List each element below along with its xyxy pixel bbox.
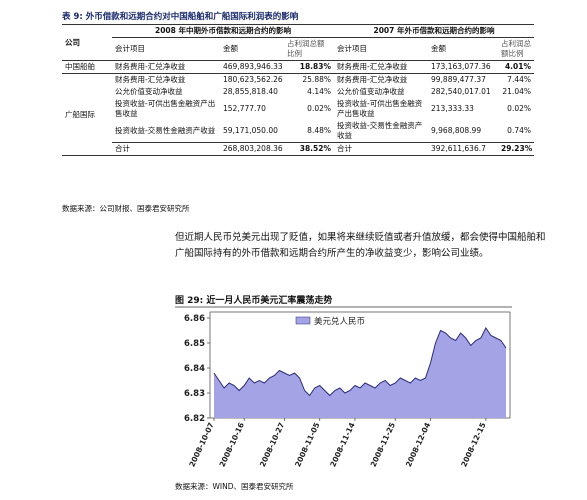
x-tick-label: 2008-10-16 [218,421,246,468]
table-cell: 268,803,208.36 [220,142,284,156]
table-cell: 0.02% [307,104,331,113]
table-cell: 469,893,946.33 [220,60,284,74]
legend-label: 美元兑人民币 [314,316,365,327]
y-tick-label: 6.86 [184,314,205,324]
table-cell: 合计 [112,142,220,156]
table-cell: 4.14% [307,87,331,96]
table-cell: 0.02% [507,104,531,113]
table-cell: 公允价值变动净收益 [337,87,405,96]
group-header: 2007 年外币借款和远期合约的影响 [334,24,534,38]
table-row: 公允价值变动净收益 28,855,818.40 4.14% 公允价值变动净收益 282,… [62,86,534,98]
table-title: 表 9: 外币借款和远期合约对中国船舶和广船国际利润表的影响 [62,12,299,22]
company-cell: 广船国际 [62,73,112,156]
table-cell: 投资收益-可供出售金融资产出售收益 [337,99,423,118]
table-cell: 392,611,636.7 [428,142,498,156]
table-row: 投资收益-可供出售金融资产出售收益 152,777.70 0.02% 投资收益-可供出… [62,98,534,120]
table-cell: 公允价值变动净收益 [115,87,183,96]
header-row: 会计项目 金额 占利润总额比例 会计项目 金额 占利润总额比例 [62,37,534,61]
company-cell: 中国船舶 [62,60,112,74]
chart-source: 数据来源：WIND、国泰君安研究所 [175,482,294,491]
table-cell: 财务费用-汇兑净收益 [337,75,408,84]
table-row: 中国船舶 财务费用-汇兑净收益 469,893,946.33 18.83% 财务费用-汇… [62,60,534,74]
table-cell: 213,333.33 [431,104,474,113]
x-tick-label: 2008-11-05 [293,421,321,468]
table-cell: 38.52% [284,142,334,156]
table-cell: 7.44% [507,75,531,84]
table-cell: 99,889,477.37 [431,75,486,84]
legend-swatch [295,316,311,325]
table-cell: 财务费用-汇兑净收益 [112,60,220,74]
y-tick-label: 6.83 [184,389,205,399]
table-cell: 173,163,077.36 [428,60,498,74]
table-cell: 合计 [334,142,428,156]
table-cell: 投资收益-交易性金融资产收益 [337,121,423,140]
y-tick-label: 6.85 [184,339,205,349]
x-tick-label: 2008-12-15 [459,421,487,468]
area [214,328,506,418]
table-row: 广船国际 财务费用-汇兑净收益 180,623,562.26 25.88% 财务费用-汇… [62,73,534,156]
table-row: 投资收益-交易性金融资产收益 59,171,050.00 8.48% 投资收益-交易性… [62,120,534,143]
table-cell: 投资收益-交易性金融资产收益 [115,126,216,135]
group-header: 2008 年中期外币借款和远期合约的影响 [112,24,334,38]
table-cell: 29.23% [498,142,534,156]
header-cell: 公司 [62,24,112,61]
header-cell: 会计项目 [112,37,220,61]
x-tick-label: 2008-11-14 [328,421,356,468]
table-cell: 4.01% [498,60,534,74]
header-row: 公司 2008 年中期外币借款和远期合约的影响 2007 年外币借款和远期合约的影响 [62,24,534,61]
y-tick-label: 6.84 [184,364,205,374]
chart-title: 图 29: 近一月人民币美元汇率震荡走势 [175,296,333,306]
table-row: 合计 268,803,208.36 38.52% 合计 392,611,636.7 29.… [62,142,534,156]
header-cell: 金额 [428,37,498,61]
table-cell: 9,968,808.99 [431,126,482,135]
x-tick-label: 2008-10-07 [187,421,215,468]
table-cell: 25.88% [302,75,331,84]
table: 公司 2008 年中期外币借款和远期合约的影响 2007 年外币借款和远期合约的影响… [62,24,534,156]
table-source: 数据来源：公司财报、国泰君安研究所 [62,204,190,213]
table-cell: 财务费用-汇兑净收益 [115,75,186,84]
header-cell: 占利润总额比例 [284,37,334,61]
table-cell: 152,777.70 [223,104,266,113]
table-cell: 282,540,017.01 [431,87,491,96]
y-tick-label: 6.82 [184,414,205,424]
area-line [213,327,507,397]
header-cell: 会计项目 [334,37,428,61]
table-cell: 财务费用-汇兑净收益 [334,60,428,74]
x-tick-label: 2008-11-25 [369,421,397,468]
table-cell: 59,171,050.00 [223,126,278,135]
table-cell: 投资收益-可供出售金融资产出售收益 [115,99,216,118]
x-tick-label: 2008-10-27 [258,421,286,468]
table-cell: 18.83% [284,60,334,74]
header-cell: 金额 [220,37,284,61]
paragraph: 但近期人民币兑美元出现了贬值，如果将来继续贬值或者升值放缓，都会使得中国船舶和广… [175,232,546,259]
x-tick-label: 2008-12-04 [404,421,432,468]
table-cell: 0.74% [507,126,531,135]
table-cell: 8.48% [307,126,331,135]
table-cell: 21.04% [502,87,531,96]
table-cell: 180,623,562.26 [223,75,283,84]
table-cell: 28,855,818.40 [223,87,278,96]
header-cell: 占利润总额比例 [498,37,534,61]
